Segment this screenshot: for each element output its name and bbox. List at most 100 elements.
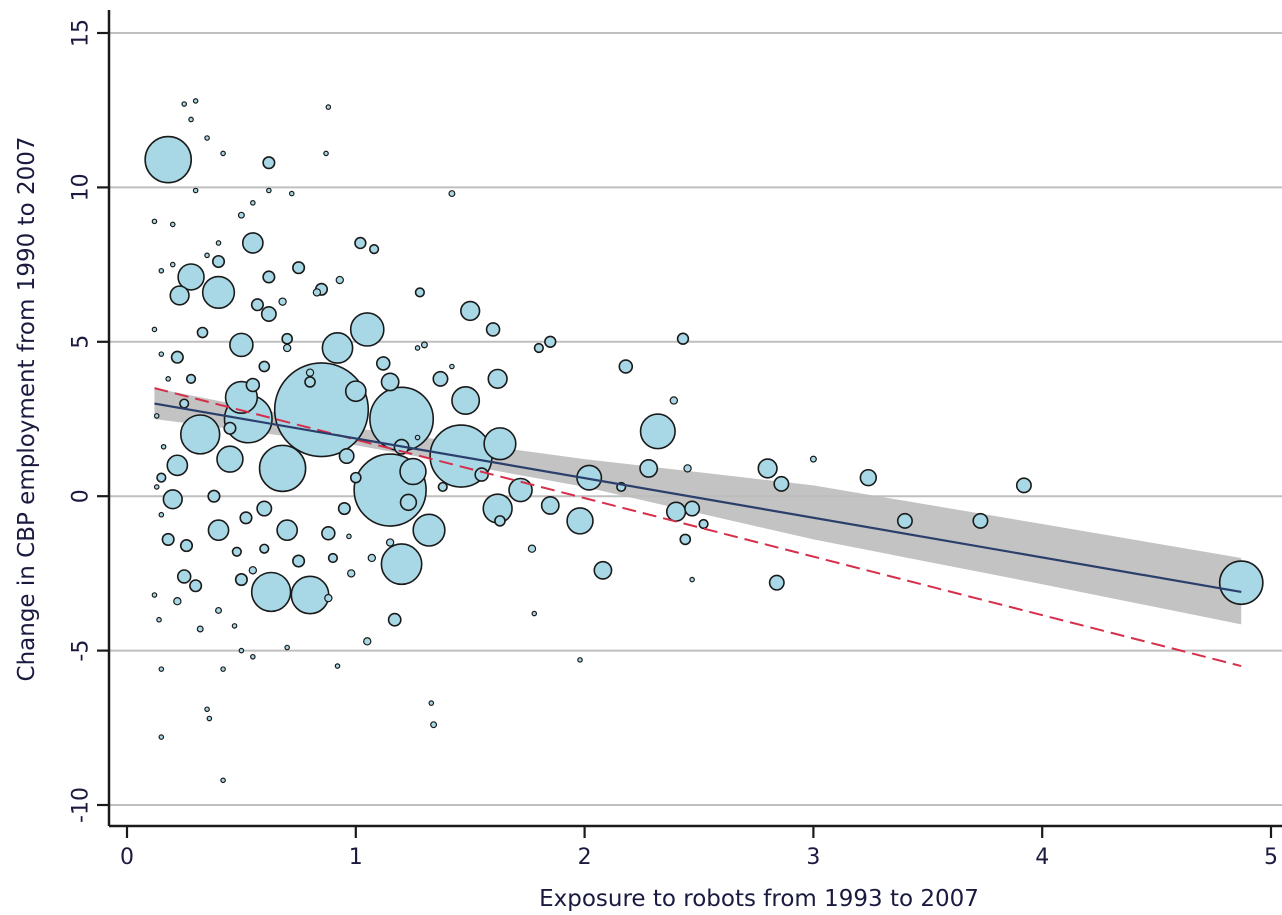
data-point — [288, 190, 295, 197]
data-point — [363, 637, 372, 646]
data-point — [158, 267, 165, 274]
data-point — [432, 370, 449, 387]
data-point — [223, 421, 237, 435]
data-point — [414, 287, 425, 298]
data-point — [158, 734, 165, 740]
data-point — [354, 236, 367, 250]
data-point — [158, 511, 165, 518]
data-point — [151, 218, 158, 225]
data-point — [170, 350, 184, 364]
data-point — [245, 377, 261, 393]
data-point — [683, 464, 692, 473]
data-point — [282, 343, 292, 353]
data-point — [809, 455, 817, 463]
data-point — [305, 368, 315, 377]
data-point — [284, 644, 290, 651]
data-point — [266, 187, 272, 194]
data-point — [192, 98, 199, 104]
data-point — [399, 457, 427, 486]
data-point — [250, 571, 292, 613]
data-point — [216, 445, 244, 473]
data-point — [494, 515, 506, 527]
data-point — [347, 569, 356, 578]
data-point — [192, 187, 199, 194]
data-point — [179, 539, 194, 553]
data-point — [165, 376, 171, 382]
data-point — [540, 496, 560, 515]
data-point — [385, 538, 395, 547]
data-point — [337, 501, 351, 516]
data-point — [231, 546, 242, 557]
data-point — [676, 332, 690, 345]
data-point — [256, 500, 273, 517]
data-point — [281, 332, 293, 345]
data-point — [250, 653, 256, 660]
data-point — [533, 342, 544, 354]
data-point — [250, 298, 264, 312]
data-point — [451, 385, 481, 415]
data-point — [207, 489, 221, 503]
data-point — [215, 240, 222, 246]
data-point — [387, 612, 402, 627]
x-tick-label: 1 — [349, 845, 363, 870]
data-point — [346, 533, 352, 540]
data-point — [278, 297, 287, 306]
data-point — [237, 211, 245, 219]
data-point — [639, 413, 676, 450]
data-point — [158, 666, 165, 672]
data-point — [768, 574, 785, 591]
data-point — [437, 481, 448, 493]
data-point — [321, 525, 336, 541]
data-point — [158, 351, 165, 357]
data-point — [161, 532, 175, 546]
data-point — [173, 596, 182, 606]
data-point — [368, 244, 380, 255]
data-point — [618, 359, 634, 374]
data-point — [273, 362, 370, 458]
data-point — [179, 398, 190, 409]
data-point — [380, 543, 423, 586]
data-point — [487, 368, 508, 390]
data-point — [179, 414, 221, 455]
data-point — [239, 511, 253, 525]
data-point — [185, 373, 197, 384]
x-tick-label: 2 — [578, 845, 592, 870]
data-point — [258, 444, 307, 493]
data-point — [160, 443, 167, 450]
x-axis-label: Exposure to robots from 1993 to 2007 — [539, 886, 979, 912]
data-point — [665, 501, 687, 522]
data-point — [321, 332, 354, 364]
y-tick-label: -5 — [69, 640, 94, 662]
data-point — [859, 468, 878, 487]
data-point — [151, 326, 158, 333]
data-point — [153, 413, 160, 419]
data-point — [414, 345, 421, 351]
data-point — [527, 544, 537, 553]
y-tick-label: 0 — [69, 489, 94, 503]
data-point — [241, 232, 264, 254]
data-point — [229, 332, 254, 358]
data-point — [566, 507, 594, 535]
data-point — [577, 657, 583, 663]
data-point — [250, 200, 256, 206]
data-point — [238, 647, 245, 654]
data-point — [169, 285, 190, 306]
y-tick-label: 15 — [69, 19, 94, 47]
data-point — [156, 472, 167, 483]
x-tick-label: 4 — [1035, 845, 1049, 870]
y-tick-label: -10 — [69, 787, 94, 823]
data-point — [344, 380, 367, 403]
data-point — [485, 322, 501, 337]
data-point — [220, 150, 226, 157]
data-point — [334, 663, 341, 669]
data-point — [698, 518, 709, 530]
data-point — [231, 623, 238, 629]
fit-line-layer — [154, 387, 1242, 668]
data-point — [169, 221, 176, 228]
data-point — [323, 150, 329, 157]
data-point — [1218, 560, 1264, 606]
data-point — [639, 458, 659, 478]
x-tick-label: 0 — [120, 845, 134, 870]
data-point — [689, 576, 695, 583]
